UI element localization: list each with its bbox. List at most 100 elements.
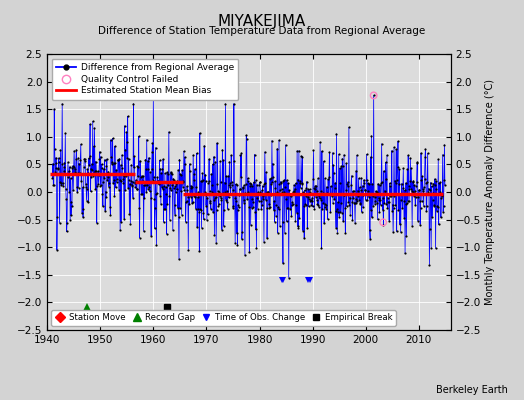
- Point: [368, 180, 377, 187]
- Point: [422, 202, 431, 209]
- Point: [353, 198, 362, 204]
- Point: [215, 193, 224, 199]
- Point: [249, 204, 257, 210]
- Point: [80, 164, 88, 170]
- Point: [165, 193, 173, 199]
- Point: [313, 200, 322, 207]
- Point: [424, 186, 433, 192]
- Point: [57, 182, 66, 188]
- Point: [64, 171, 73, 178]
- Point: [311, 194, 320, 200]
- Point: [158, 186, 167, 192]
- Point: [277, 180, 286, 186]
- Point: [52, 160, 61, 166]
- Point: [116, 162, 125, 168]
- Point: [243, 136, 251, 142]
- Point: [332, 224, 340, 231]
- Point: [266, 181, 275, 187]
- Point: [192, 184, 201, 190]
- Point: [179, 179, 188, 186]
- Point: [112, 184, 120, 191]
- Point: [343, 183, 352, 189]
- Point: [107, 136, 115, 143]
- Point: [209, 209, 217, 215]
- Point: [363, 177, 371, 183]
- Point: [408, 223, 417, 229]
- Point: [56, 147, 64, 153]
- Point: [391, 202, 399, 208]
- Point: [392, 146, 400, 152]
- Point: [286, 206, 294, 212]
- Point: [117, 218, 125, 225]
- Point: [399, 165, 408, 172]
- Point: [111, 160, 119, 166]
- Point: [378, 179, 386, 185]
- Point: [440, 177, 448, 184]
- Point: [305, 186, 314, 192]
- Point: [118, 165, 127, 171]
- Point: [77, 178, 85, 184]
- Point: [396, 191, 405, 197]
- Point: [281, 184, 289, 190]
- Point: [240, 182, 248, 188]
- Point: [187, 182, 195, 189]
- Point: [367, 207, 375, 213]
- Point: [334, 209, 343, 215]
- Point: [151, 144, 160, 151]
- Point: [265, 204, 274, 211]
- Point: [371, 200, 379, 207]
- Point: [157, 201, 165, 207]
- Point: [203, 194, 212, 201]
- Point: [173, 205, 182, 211]
- Point: [166, 184, 174, 191]
- Point: [351, 196, 359, 202]
- Point: [260, 239, 268, 245]
- Point: [315, 195, 324, 202]
- Point: [428, 213, 436, 220]
- Point: [333, 206, 341, 212]
- Point: [436, 179, 445, 186]
- Point: [51, 165, 60, 171]
- Point: [294, 225, 303, 232]
- Point: [255, 179, 264, 186]
- Point: [340, 152, 348, 158]
- Point: [262, 169, 270, 175]
- Point: [283, 205, 292, 211]
- Point: [376, 197, 385, 204]
- Point: [425, 225, 434, 232]
- Point: [255, 182, 263, 188]
- Point: [214, 188, 222, 194]
- Point: [185, 201, 193, 208]
- Point: [60, 160, 69, 166]
- Point: [356, 200, 365, 207]
- Point: [134, 173, 142, 180]
- Point: [264, 189, 272, 196]
- Point: [172, 186, 181, 193]
- Point: [65, 189, 73, 195]
- Point: [56, 178, 64, 185]
- Point: [61, 170, 69, 177]
- Point: [351, 200, 359, 206]
- Point: [348, 188, 357, 194]
- Point: [300, 202, 308, 209]
- Point: [266, 175, 274, 182]
- Point: [104, 174, 112, 180]
- Point: [302, 184, 311, 191]
- Point: [352, 200, 361, 206]
- Point: [429, 190, 437, 196]
- Point: [357, 208, 366, 215]
- Point: [152, 242, 161, 248]
- Point: [127, 162, 135, 168]
- Point: [309, 147, 318, 154]
- Point: [323, 184, 331, 190]
- Point: [70, 169, 79, 176]
- Point: [354, 175, 363, 182]
- Point: [208, 182, 216, 188]
- Point: [108, 135, 117, 142]
- Point: [142, 189, 150, 196]
- Point: [417, 150, 425, 156]
- Point: [329, 200, 337, 206]
- Point: [416, 198, 424, 204]
- Point: [213, 181, 222, 188]
- Point: [212, 194, 220, 201]
